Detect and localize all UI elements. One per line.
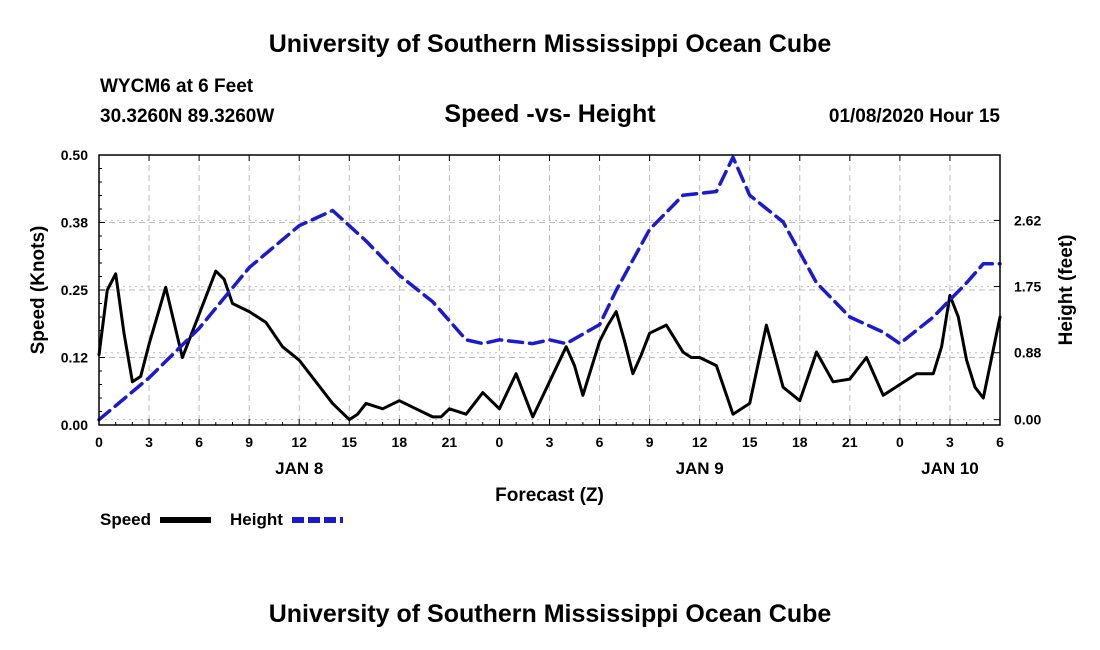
x-tick-label: 15 [742, 434, 758, 450]
x-tick-label: 0 [95, 434, 103, 450]
x-tick-label: 18 [392, 434, 408, 450]
y-right-tick-label: 0.88 [1014, 345, 1041, 361]
day-label: JAN 10 [921, 459, 979, 478]
height-series-line [97, 155, 1002, 422]
bottom-title: University of Southern Mississippi Ocean… [268, 600, 832, 628]
x-tick-label: 21 [442, 434, 458, 450]
legend-label-speed: Speed [100, 510, 151, 529]
axis-layer: 0 3 6 9 12 15 18 21 0 3 6 9 12 15 18 21 0 3 6 JAN 8 JAN 9 JAN… [28, 147, 1077, 506]
x-tick-label: 12 [291, 434, 307, 450]
y-tick-label: 0.38 [61, 215, 88, 231]
y-tick-label: 0.25 [61, 282, 88, 298]
day-label: JAN 8 [275, 459, 323, 478]
x-tick-label: 6 [596, 434, 604, 450]
station-label: WYCM6 at 6 Feet [100, 76, 254, 97]
x-tick-label: 18 [792, 434, 808, 450]
grid-layer [99, 155, 1000, 425]
x-tick-label: 9 [646, 434, 654, 450]
top-title: University of Southern Mississippi Ocean… [268, 30, 832, 58]
y-right-axis-title: Height (feet) [1056, 235, 1077, 346]
x-tick-label: 6 [195, 434, 203, 450]
valid-time-label: 01/08/2020 Hour 15 [828, 106, 1000, 127]
x-tick-label: 0 [496, 434, 504, 450]
legend: Speed Height [100, 510, 343, 529]
x-tick-label: 6 [996, 434, 1004, 450]
x-axis-title: Forecast (Z) [495, 485, 604, 506]
x-tick-label: 21 [842, 434, 858, 450]
coordinates-label: 30.3260N 89.3260W [100, 106, 275, 127]
y-tick-label: 0.50 [61, 147, 88, 163]
day-label: JAN 9 [676, 459, 724, 478]
x-tick-label: 15 [341, 434, 357, 450]
x-tick-label: 3 [546, 434, 554, 450]
y-tick-label: 0.00 [61, 417, 88, 433]
x-tick-label: 9 [245, 434, 253, 450]
x-tick-label: 12 [692, 434, 708, 450]
series-layer [97, 155, 1002, 422]
x-tick-label: 0 [896, 434, 904, 450]
x-tick-label: 3 [145, 434, 153, 450]
y-tick-label: 0.12 [61, 350, 88, 366]
y-axis-title: Speed (Knots) [28, 226, 49, 355]
y-right-tick-label: 1.75 [1014, 279, 1041, 295]
y-right-tick-label: 0.00 [1014, 412, 1041, 428]
chart-title: Speed -vs- Height [444, 100, 656, 128]
legend-label-height: Height [230, 510, 283, 529]
y-right-tick-label: 2.62 [1014, 212, 1041, 228]
x-tick-label: 3 [946, 434, 954, 450]
